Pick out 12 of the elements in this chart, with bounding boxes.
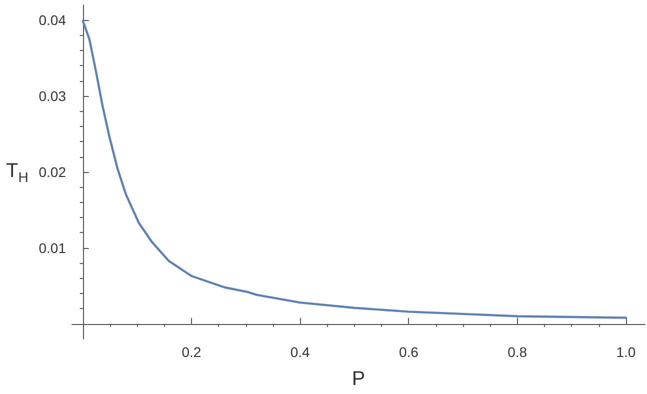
y-tick-label: 0.02 bbox=[38, 164, 66, 180]
y-tick-label: 0.04 bbox=[38, 12, 66, 28]
x-axis-title: P bbox=[352, 368, 366, 390]
x-tick-label: 1.0 bbox=[616, 344, 636, 360]
y-tick-label: 0.01 bbox=[38, 240, 66, 256]
y-tick-label: 0.03 bbox=[38, 88, 66, 104]
x-tick-label: 0.6 bbox=[399, 344, 419, 360]
x-tick-label: 0.8 bbox=[508, 344, 528, 360]
y-axis-title: T$_{H}$ bbox=[6, 160, 28, 185]
x-tick-label: 0.2 bbox=[182, 344, 202, 360]
x-tick-label: 0.4 bbox=[290, 344, 310, 360]
line-series bbox=[82, 20, 628, 319]
